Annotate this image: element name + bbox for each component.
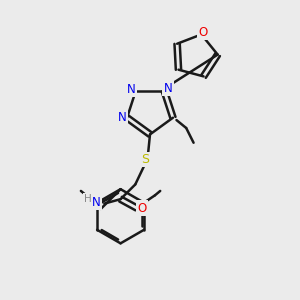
Text: S: S (142, 153, 150, 166)
Text: N: N (164, 82, 172, 95)
Text: O: O (137, 202, 147, 214)
Text: N: N (127, 83, 136, 96)
Text: N: N (92, 196, 100, 208)
Text: N: N (118, 111, 127, 124)
Text: H: H (84, 194, 92, 204)
Text: O: O (198, 26, 208, 39)
